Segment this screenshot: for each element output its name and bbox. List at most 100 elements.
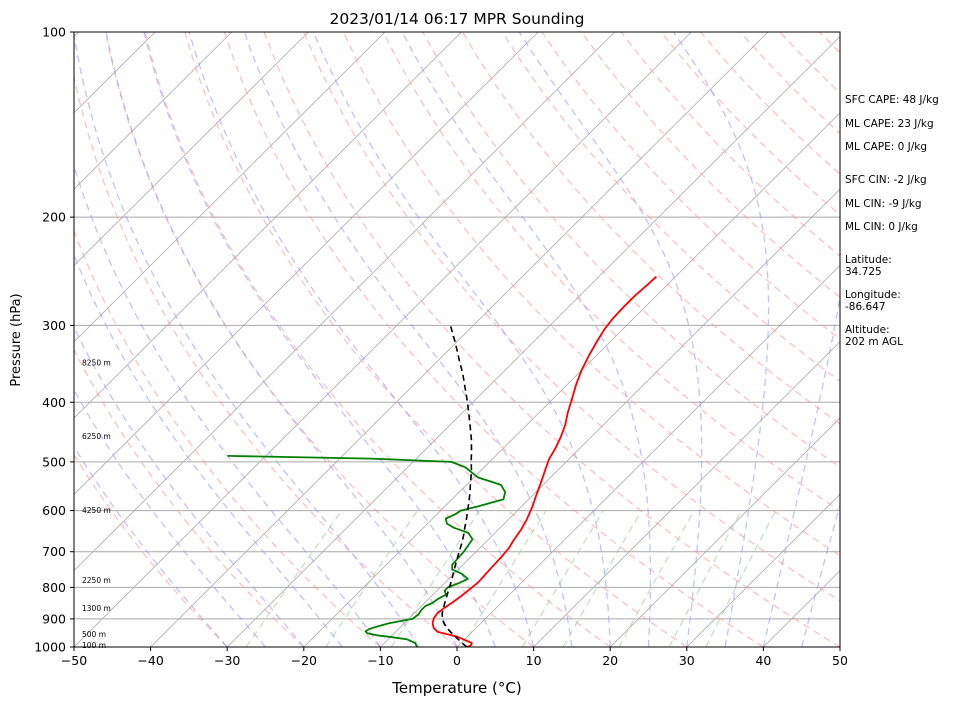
y-axis-ticks: 100 200 300 400 500 600 700 800 900 1000: [34, 25, 74, 655]
height-label: 6250 m: [82, 432, 111, 441]
temperature-trace: [431, 276, 657, 647]
isotherm-line: [456, 264, 840, 647]
dry-adiabat-line: [74, 229, 381, 647]
dry-adiabat-line: [74, 453, 228, 647]
moist-adiabat-line: [518, 32, 703, 647]
moist-adiabat-line: [74, 32, 420, 647]
chart-title: 2023/01/14 06:17 MPR Sounding: [329, 10, 584, 28]
moist-adiabat-line: [762, 293, 840, 647]
dry-adiabat-line: [184, 32, 688, 647]
isotherm-line: [303, 112, 840, 647]
isotherm-line: [686, 493, 840, 647]
y-tick-label: 300: [42, 318, 66, 333]
y-tick-label: 200: [42, 210, 66, 225]
dry-adiabat-line: [303, 32, 840, 602]
y-tick-label: 1000: [34, 640, 66, 655]
dry-adiabat-line: [939, 32, 953, 647]
dry-adiabat-line: [74, 73, 458, 647]
background-lines: [0, 32, 953, 647]
dry-adiabat-line: [342, 32, 840, 557]
dry-adiabat-line: [501, 32, 840, 382]
dry-adiabat-line: [223, 32, 764, 647]
isotherm-line: [74, 32, 616, 572]
mixing-ratio-line: [245, 510, 343, 647]
isotherm-line: [380, 188, 840, 647]
y-tick-label: 100: [42, 25, 66, 40]
height-label: 8250 m: [82, 358, 111, 367]
dewpoint-trace: [227, 455, 507, 647]
x-tick-label: 10: [526, 653, 542, 668]
x-axis-ticks: −50 −40 −30 −20 −10 0 10 20 30 40 50: [61, 647, 848, 668]
parcel-path-trace: [441, 325, 473, 647]
x-tick-label: −10: [367, 653, 393, 668]
height-label: 4250 m: [82, 506, 111, 515]
y-tick-label: 600: [42, 503, 66, 518]
x-tick-label: −40: [137, 653, 163, 668]
mixing-ratio-line: [521, 510, 604, 647]
isotherm-line: [74, 32, 539, 495]
isotherm-line: [74, 32, 233, 190]
isotherm-line: [74, 32, 386, 343]
moist-adiabat-line: [188, 32, 535, 647]
dry-adiabat-line: [74, 348, 305, 647]
isotherm-line: [74, 32, 309, 267]
height-labels: 100 m 500 m 1300 m 2250 m 4250 m 6250 m 8250 m: [82, 358, 111, 650]
mixing-ratio-line: [461, 510, 547, 647]
y-axis-label: Pressure (hPa): [9, 293, 24, 386]
x-tick-label: 20: [602, 653, 618, 668]
latitude-value: 34.725: [845, 266, 882, 278]
dry-adiabat-line: [461, 32, 840, 425]
y-tick-label: 800: [42, 580, 66, 595]
mixing-ratio-line: [562, 510, 643, 647]
height-label: 2250 m: [82, 576, 111, 585]
isotherm-line: [0, 32, 2, 647]
mixing-ratio-line: [325, 510, 418, 647]
x-tick-label: 50: [832, 653, 848, 668]
moist-adiabat-line: [401, 32, 652, 647]
moist-adiabat-line: [74, 388, 266, 647]
ml-cape-1: ML CAPE: 23 J/kg: [845, 118, 934, 130]
longitude-value: -86.647: [845, 301, 886, 313]
x-tick-label: −20: [291, 653, 317, 668]
height-label: 500 m: [82, 630, 106, 639]
sounding-traces: [227, 276, 657, 647]
moist-adiabat-line: [105, 32, 458, 647]
x-tick-label: 40: [755, 653, 771, 668]
moist-adiabat-line: [74, 445, 228, 647]
dry-adiabat-line: [104, 32, 534, 647]
ml-cape-2: ML CAPE: 0 J/kg: [845, 141, 928, 153]
moist-adiabat-line: [243, 32, 573, 647]
longitude-label: Longitude:: [845, 289, 901, 301]
moist-adiabat-line: [74, 253, 343, 647]
height-label: 100 m: [82, 641, 106, 650]
y-tick-label: 700: [42, 544, 66, 559]
isotherm-line: [150, 32, 769, 647]
x-tick-label: 30: [679, 653, 695, 668]
sfc-cape: SFC CAPE: 48 J/kg: [845, 94, 939, 106]
moist-adiabat-line: [143, 32, 496, 647]
moist-adiabat-line: [74, 164, 381, 647]
mixing-ratio-line: [705, 510, 777, 647]
x-tick-label: 0: [453, 653, 461, 668]
isotherm-line: [74, 32, 692, 647]
isotherm-line: [226, 35, 840, 647]
mixing-ratio-line: [668, 510, 742, 647]
y-tick-label: 500: [42, 454, 66, 469]
moist-adiabat-line: [672, 32, 770, 647]
altitude-value: 202 m AGL: [845, 336, 903, 348]
moist-adiabat-line: [74, 325, 305, 647]
moist-adiabat-line: [312, 32, 611, 647]
x-tick-label: −50: [61, 653, 87, 668]
y-tick-label: 900: [42, 611, 66, 626]
mixing-ratio-line: [618, 510, 695, 647]
isotherm-line: [533, 341, 840, 647]
sfc-cin: SFC CIN: -2 J/kg: [845, 174, 927, 186]
ml-cin-2: ML CIN: 0 J/kg: [845, 221, 918, 233]
x-tick-label: −30: [214, 653, 240, 668]
ml-cin-1: ML CIN: -9 J/kg: [845, 198, 922, 210]
latitude-label: Latitude:: [845, 254, 892, 266]
height-label: 1300 m: [82, 604, 111, 613]
isotherm-line: [74, 32, 462, 419]
y-tick-label: 400: [42, 395, 66, 410]
